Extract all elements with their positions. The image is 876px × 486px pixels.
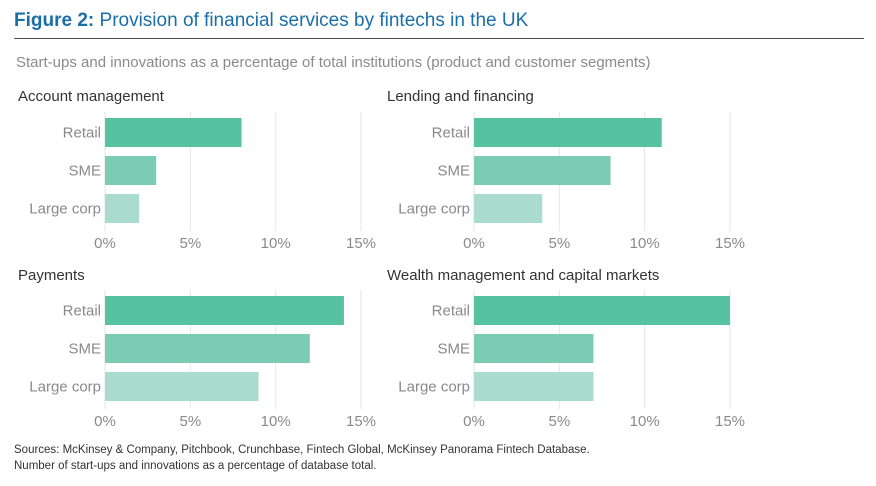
category-label: Large corp xyxy=(398,201,470,218)
tick-label: 5% xyxy=(179,413,201,430)
category-label: Retail xyxy=(432,125,470,142)
category-label: Large corp xyxy=(29,379,101,396)
category-label: SME xyxy=(68,163,101,180)
bar-retail xyxy=(474,296,730,325)
category-label: Large corp xyxy=(29,201,101,218)
tick-label: 0% xyxy=(463,235,485,252)
category-label: Large corp xyxy=(398,379,470,396)
sources-note: Sources: McKinsey & Company, Pitchbook, … xyxy=(14,444,590,456)
bar-retail xyxy=(105,118,242,147)
figure-title: Figure 2: Provision of financial service… xyxy=(14,10,528,32)
tick-label: 15% xyxy=(346,413,376,430)
tick-label: 10% xyxy=(630,235,660,252)
bar-large-corp xyxy=(105,194,140,223)
tick-label: 5% xyxy=(548,413,570,430)
tick-label: 15% xyxy=(715,235,745,252)
tick-label: 5% xyxy=(548,235,570,252)
bar-sme xyxy=(105,156,157,185)
bar-sme xyxy=(474,156,611,185)
tick-label: 10% xyxy=(261,235,291,252)
category-label: SME xyxy=(68,341,101,358)
tick-label: 15% xyxy=(715,413,745,430)
bar-sme xyxy=(105,334,310,363)
bar-large-corp xyxy=(474,372,594,401)
bar-retail xyxy=(105,296,344,325)
tick-label: 10% xyxy=(261,413,291,430)
tick-label: 15% xyxy=(346,235,376,252)
figure-title-text: Provision of financial services by finte… xyxy=(99,10,529,31)
bar-retail xyxy=(474,118,662,147)
category-label: SME xyxy=(437,163,470,180)
charts-canvas: Account management Retail SME Large corp 0% 5… xyxy=(18,88,745,430)
category-label: Retail xyxy=(432,303,470,320)
panel-title: Account management xyxy=(18,88,165,105)
category-label: Retail xyxy=(63,303,101,320)
tick-label: 0% xyxy=(94,413,116,430)
bar-sme xyxy=(474,334,594,363)
tick-label: 0% xyxy=(463,413,485,430)
category-label: Retail xyxy=(63,125,101,142)
tick-label: 5% xyxy=(179,235,201,252)
category-label: SME xyxy=(437,341,470,358)
panel-title: Payments xyxy=(18,267,85,284)
panel-title: Wealth management and capital markets xyxy=(387,267,659,284)
tick-label: 0% xyxy=(94,235,116,252)
bar-large-corp xyxy=(474,194,543,223)
figure-subtitle: Start-ups and innovations as a percentag… xyxy=(16,54,651,71)
title-divider xyxy=(14,38,864,39)
figure-label: Figure 2: xyxy=(14,10,95,31)
footnote: Number of start-ups and innovations as a… xyxy=(14,460,377,472)
panel-title: Lending and financing xyxy=(387,88,534,105)
bar-large-corp xyxy=(105,372,259,401)
tick-label: 10% xyxy=(630,413,660,430)
